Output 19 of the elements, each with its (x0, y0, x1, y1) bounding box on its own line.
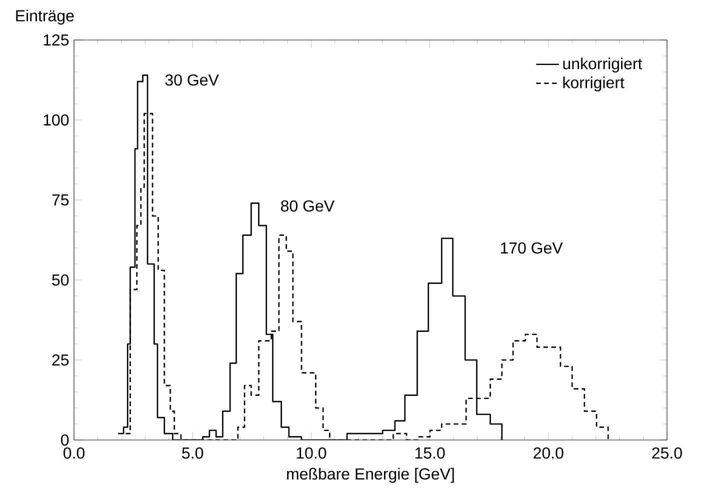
x-tick-label: 0.0 (64, 447, 85, 459)
y-tick-label: 100 (44, 114, 69, 126)
x-tick-label: 5.0 (182, 447, 204, 459)
x-tick-label: 25.0 (652, 447, 682, 459)
annotation: 170 GeV (500, 242, 563, 254)
x-tick-label: 10.0 (296, 447, 326, 459)
annotation: 80 GeV (281, 200, 334, 212)
y-tick-label: 50 (52, 274, 69, 286)
annotation: 30 GeV (165, 74, 219, 86)
x-axis-title: meßbare Energie [GeV] (287, 468, 454, 483)
y-tick-label: 125 (44, 34, 69, 46)
y-axis-title: Einträge (16, 10, 74, 25)
legend-label: korrigiert (563, 76, 624, 92)
y-tick-label: 0 (61, 434, 69, 446)
x-tick-label: 15.0 (415, 447, 445, 459)
legend-label: unkorrigiert (563, 58, 642, 73)
y-tick-label: 75 (52, 194, 69, 206)
y-tick-label: 25 (52, 354, 69, 366)
x-tick-label: 20.0 (534, 447, 564, 459)
